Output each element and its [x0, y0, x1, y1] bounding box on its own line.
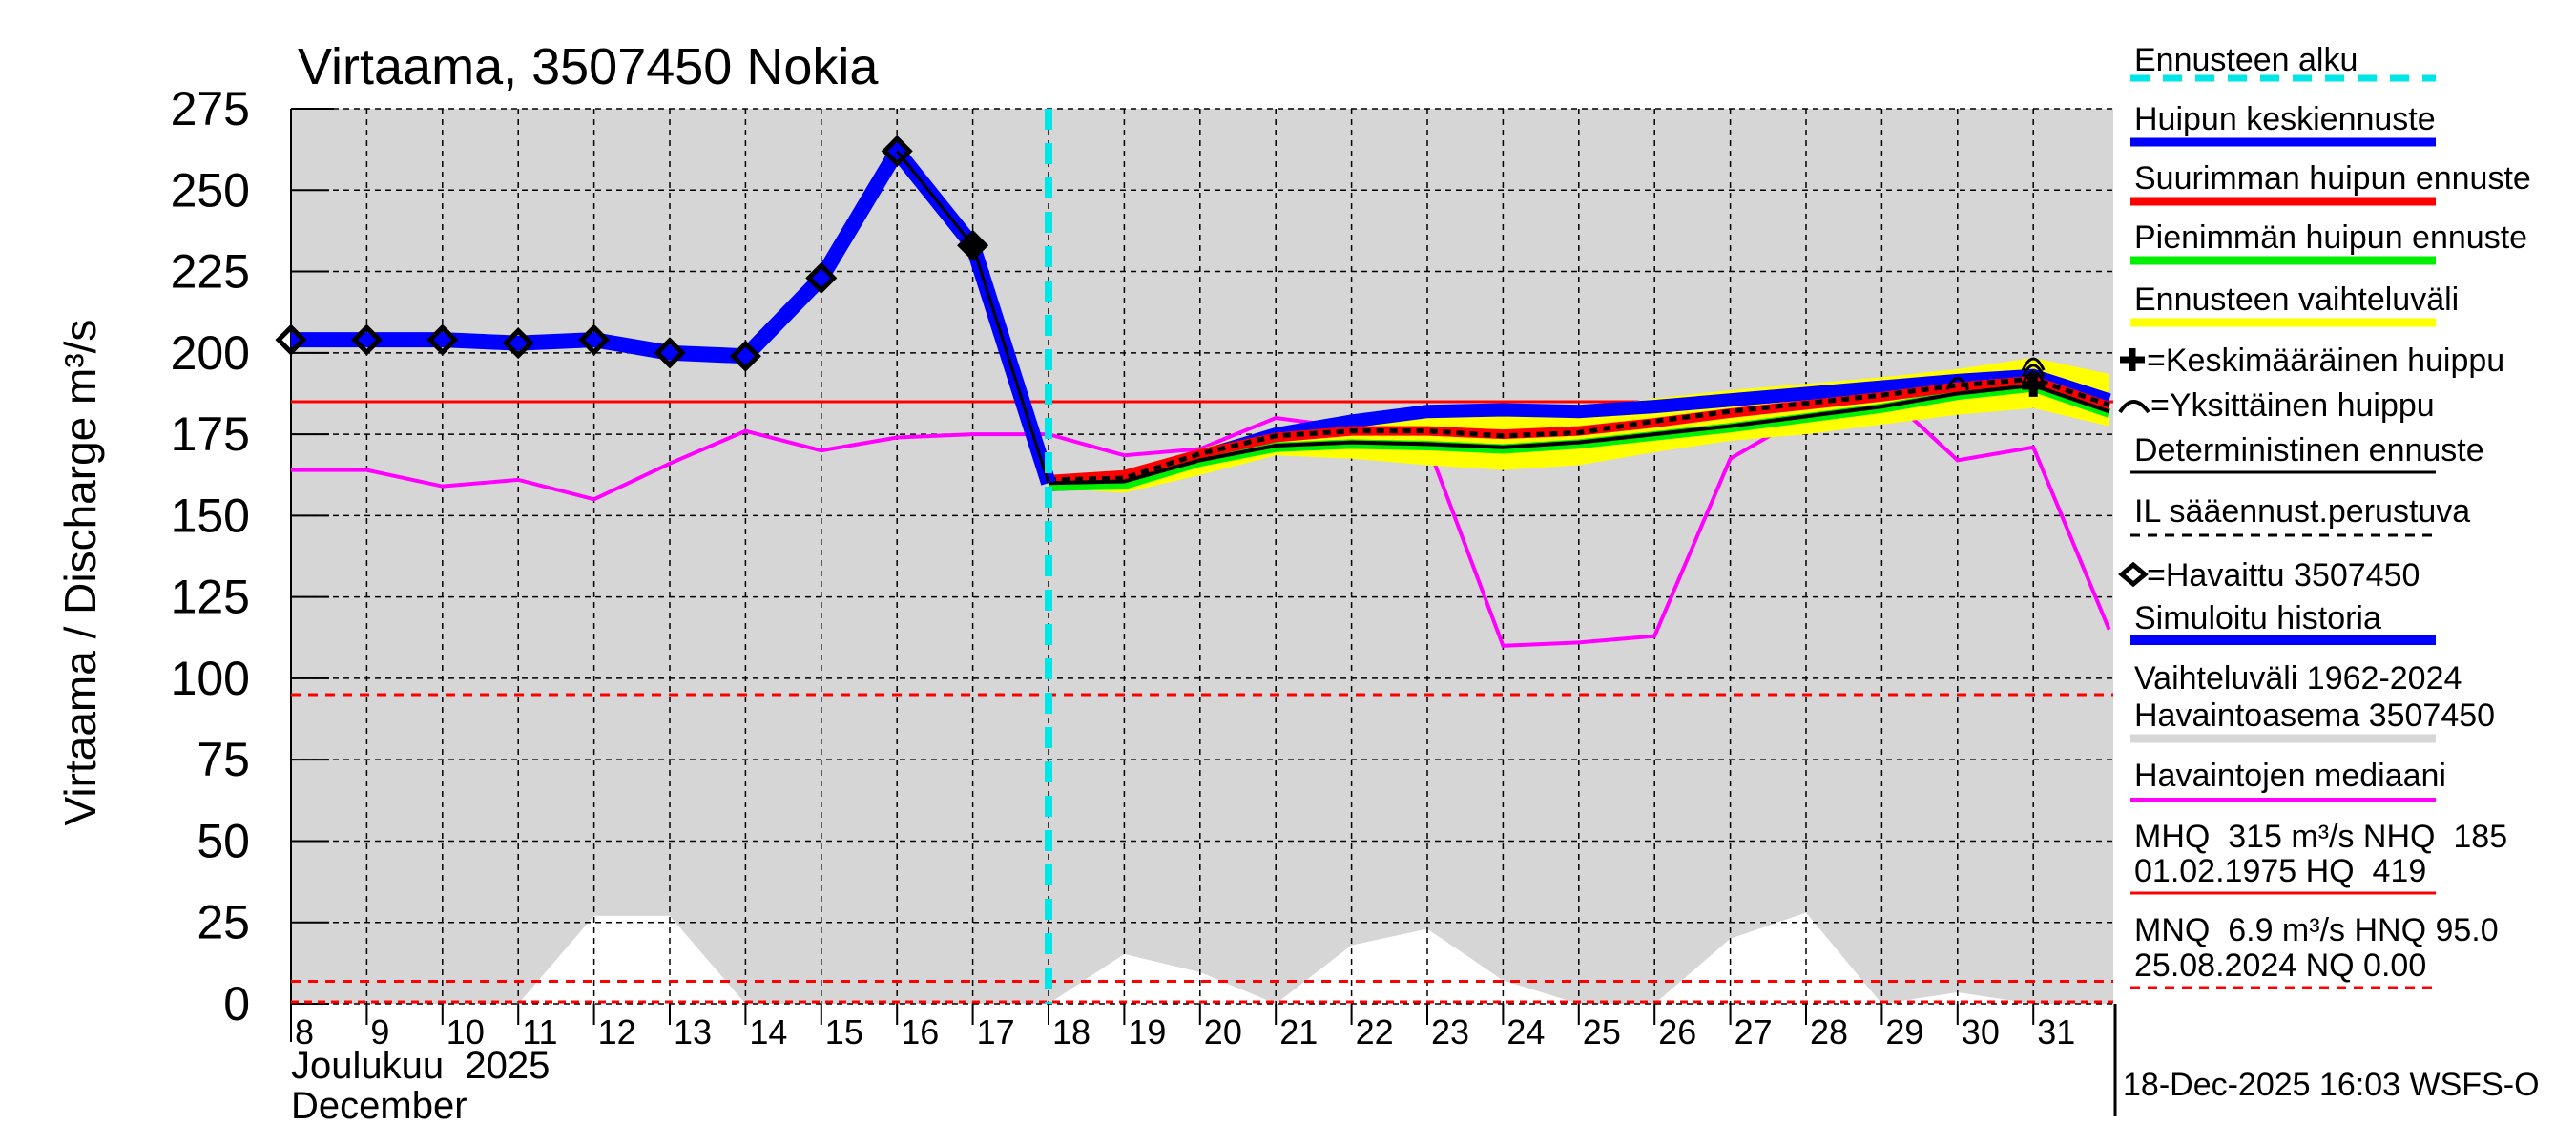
deterministic-line [1048, 383, 2110, 486]
legend-mhq-1: MHQ 315 m³/s NHQ 185 [2134, 819, 2507, 855]
x-tick-label: 17 [977, 1012, 1015, 1051]
x-tick-label: 20 [1204, 1012, 1242, 1051]
legend-hist-range-2: Havaintoasema 3507450 [2134, 697, 2495, 734]
x-tick-label: 29 [1885, 1012, 1923, 1051]
y-tick-label: 75 [197, 733, 250, 786]
observed-point [578, 323, 611, 356]
observed-point [502, 327, 534, 360]
y-tick-label: 25 [197, 896, 250, 949]
legend-forecast-start: Ennusteen alku [2134, 42, 2358, 78]
y-tick-label: 0 [223, 977, 250, 1030]
observed-point [957, 229, 989, 261]
plot-area [275, 108, 2117, 1116]
individual-peak-marker [2021, 357, 2046, 371]
y-tick-label: 200 [171, 326, 250, 380]
x-tick-label: 31 [2037, 1012, 2075, 1051]
legend-deterministic: Deterministinen ennuste [2134, 432, 2484, 468]
x-tick-label: 9 [370, 1012, 389, 1051]
legend: Ennusteen alku Huipun keskiennuste Suuri… [2118, 42, 2531, 989]
il-weather-line [1048, 376, 2110, 483]
legend-simulated: Simuloitu historia [2134, 600, 2381, 636]
observed-point [805, 261, 838, 294]
x-tick-label: 21 [1279, 1012, 1318, 1051]
legend-mnq-1: MNQ 6.9 m³/s HNQ 95.0 [2134, 912, 2499, 948]
y-tick-label: 100 [171, 652, 250, 705]
x-tick-label: 25 [1583, 1012, 1621, 1051]
legend-peak-mean: Huipun keskiennuste [2134, 101, 2436, 137]
observed-point [654, 337, 686, 369]
x-tick-label: 24 [1506, 1012, 1545, 1051]
x-tick-label: 26 [1658, 1012, 1696, 1051]
individual-peak-marker [1945, 377, 1970, 391]
x-tick-label: 11 [522, 1012, 557, 1051]
y-tick-label: 50 [197, 814, 250, 867]
x-tick-label: 19 [1128, 1012, 1166, 1051]
historical-range-area [291, 109, 2113, 1004]
legend-median: Havaintojen mediaani [2134, 758, 2446, 794]
legend-peak-max: Suurimman huipun ennuste [2134, 160, 2531, 197]
y-tick-label: 175 [171, 407, 250, 461]
x-axis-month-label-en: December [291, 1085, 467, 1127]
observed-point [729, 340, 761, 372]
x-tick-label: 13 [674, 1012, 712, 1051]
x-tick-label: 18 [1052, 1012, 1091, 1051]
legend-il: IL sääennust.perustuva [2134, 493, 2470, 530]
y-axis-label: Virtaama / Discharge m³/s [55, 320, 105, 826]
x-tick-label: 28 [1810, 1012, 1848, 1051]
y-tick-label: 250 [171, 163, 250, 217]
legend-peak-min: Pienimmän huipun ennuste [2134, 219, 2527, 256]
x-tick-label: 23 [1431, 1012, 1469, 1051]
observed-point [426, 323, 459, 356]
chart-title: Virtaama, 3507450 Nokia [298, 38, 879, 95]
observed-point [350, 323, 383, 356]
x-tick-label: 14 [749, 1012, 787, 1051]
legend-observed: =Havaittu 3507450 [2147, 557, 2420, 593]
x-tick-label: 8 [295, 1012, 314, 1051]
mean-peak-marker [2022, 373, 2046, 397]
y-tick-label: 275 [171, 82, 250, 135]
observed-point [275, 323, 307, 356]
x-tick-label: 16 [901, 1012, 939, 1051]
diamond-icon [2118, 561, 2149, 588]
footer-timestamp: 18-Dec-2025 16:03 WSFS-O [2123, 1067, 2540, 1103]
individual-peak-marker [2021, 364, 2046, 378]
observed-point [881, 135, 913, 167]
legend-mnq-2: 25.08.2024 NQ 0.00 [2134, 947, 2426, 984]
y-tick-label: 150 [171, 489, 250, 542]
x-tick-label: 22 [1356, 1012, 1394, 1051]
legend-individual-peak-marker: =Yksittäinen huippu [2150, 387, 2435, 424]
individual-peak-marker [2021, 370, 2046, 385]
legend-mhq-2: 01.02.1975 HQ 419 [2134, 853, 2426, 889]
x-tick-labels: 8 9 10 11 12 13 14 15 16 17 18 19 20 21 22 23 24 25 26 27 28… [290, 1004, 2075, 1051]
x-tick-label: 10 [447, 1012, 485, 1051]
plus-icon [2120, 348, 2145, 371]
x-tick-label: 27 [1735, 1012, 1773, 1051]
x-axis-month-label: Joulukuu 2025 [291, 1045, 550, 1087]
y-tick-label: 225 [171, 245, 250, 299]
x-tick-label: 30 [1962, 1012, 2000, 1051]
x-tick-label: 12 [598, 1012, 636, 1051]
x-tick-label: 15 [825, 1012, 863, 1051]
arc-icon [2118, 400, 2150, 414]
legend-range: Ennusteen vaihteluväli [2134, 281, 2459, 318]
y-tick-label: 125 [171, 571, 250, 624]
legend-hist-range-1: Vaihteluväli 1962-2024 [2134, 660, 2462, 697]
y-tick-labels: 0 25 50 75 100 125 150 175 200 225 250 275 [171, 82, 250, 1030]
legend-mean-peak-marker: =Keskimääräinen huippu [2147, 343, 2504, 379]
